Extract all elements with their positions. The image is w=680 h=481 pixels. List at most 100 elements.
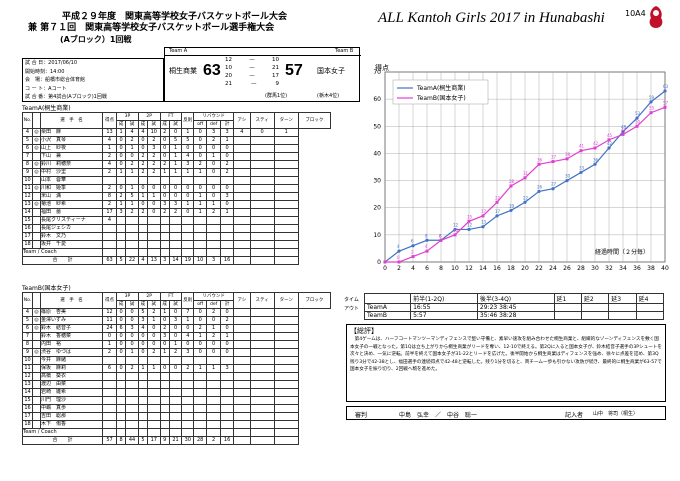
teamA-title: TeamA(桐生商業) [22,105,71,112]
x-tick-label: 26 [563,265,571,272]
data-label: 47 [621,127,627,132]
point-teamB [565,157,569,161]
y-tick-label: 0 [377,259,381,266]
point-teamB [551,160,555,164]
data-label: 41 [579,144,585,149]
point-teamA [481,225,485,229]
player-row: 4 ◎ 篠原 杏美 12 0 0 5 2 1 0 7 0 2 0 [22,308,331,317]
legend-entry: TeamA(桐生商業) [416,84,466,92]
data-label: 57 [663,100,669,105]
summary-box: 【総評】 第4ゲームは、ハーフコートマンツーマンディフェンスで堅い守備と、素早い… [346,324,666,402]
player-row: 13 ◎ 菊池 紗希 2 1 1 0 0 3 3 1 1 1 0 [22,200,331,209]
summary-title: 【総評】 [350,327,378,335]
logo [645,4,667,30]
data-label: 4 [425,244,428,249]
title-en: ALL Kantoh Girls 2017 in Hunabashi [378,10,605,26]
point-teamA [453,227,457,232]
info-game: 試 合 番：第4試合(Aブロック)1回戦 [25,94,107,100]
legend-entry: TeamB(国本女子) [416,94,466,102]
point-teamB [523,176,527,180]
data-label: 13 [481,220,487,225]
point-teamA [649,100,653,104]
header-line1: 平成２９年度 関東高等学校女子バスケットボール大会 [62,12,288,22]
x-tick-label: 12 [465,265,473,272]
x-tick-label: 20 [521,265,529,272]
teamA-stats-table: No. 選 手 名得点 3P 2P FT 反則 リバウンド アシ スティ ターン ブロック成試成試成… [22,112,332,265]
player-row: 18 木下 侑香 [22,420,331,429]
point-teamA [579,170,583,175]
teamA-seed: (群馬1位) [265,93,288,99]
point-teamA [621,130,625,134]
teamA-label: Team A [169,48,188,54]
judge-names: 中島 弘幸 ／ 中谷 聡一 [399,412,478,419]
x-tick-label: 40 [661,265,669,272]
x-tick-label: 8 [439,265,443,272]
data-label: 42 [607,141,613,146]
y-tick-label: 30 [373,178,381,185]
data-label: 28 [509,179,515,184]
point-teamA [537,189,541,194]
teamB-score: 57 [285,62,303,79]
header-line2: 兼 第７１回 関東高等学校女子バスケットボール選手権大会 [28,23,275,33]
point-teamB [635,124,639,128]
player-row: 12 高橋 葵衣 [22,372,331,381]
x-tick-label: 18 [507,265,515,272]
totals-row: 合 計 57 8 44 5 17 9 21 30 28 2 16 [22,436,331,445]
data-label: 33 [579,165,585,170]
coach-row: Team / Coach [22,248,331,257]
player-row: 11 ◎ 川和 姫季 2 0 1 0 0 0 0 0 0 0 0 [22,184,331,193]
timeout-label-1: タイム [344,297,359,303]
data-label: 15 [467,214,473,219]
point-teamB [481,214,485,218]
data-label: 8 [425,233,428,238]
data-label: 38 [565,152,571,157]
point-teamB [383,260,387,264]
x-tick-label: 14 [479,265,487,272]
data-label: 19 [509,203,515,208]
data-label: 6 [411,239,414,244]
point-teamA [551,187,555,191]
x-tick-label: 32 [605,265,613,272]
x-tick-label: 6 [425,265,429,272]
player-row: 7 鈴木 香穂菜 0 0 0 0 0 3 0 4 1 2 1 [22,332,331,341]
y-axis-label: 得点 [375,63,389,72]
data-label: 26 [537,184,543,189]
player-row: 13 渡辺 由菜 [22,380,331,389]
point-teamA [495,214,499,218]
teamA-score: 63 [203,62,221,79]
player-row: 5 ◎ 小沢 真琴 4 0 2 0 2 0 5 5 0 2 1 [22,136,331,145]
data-label: 22 [495,195,501,200]
player-row: 14 福田 蕾 17 3 2 2 0 2 2 0 1 2 1 [22,208,331,217]
player-row: 10 山本 蓉華 [22,176,331,185]
score-progression-chart: 0 2 4 6 8 10 12 14 16 18 20 22 24 26 28 30 32 34 36 38 40010… [373,63,669,272]
writer-name: 山中 将司（桐生） [593,411,639,417]
data-label: 4 [397,244,400,249]
point-teamB [425,249,429,253]
data-label: 22 [523,195,529,200]
info-court: コ ー ト：Aコート [25,85,67,92]
data-label: 53 [635,111,641,116]
judge-label: 審判 [355,412,368,419]
signature-row: 審判 中島 弘幸 ／ 中谷 聡一 記入者 山中 将司（桐生） [346,406,666,420]
x-tick-label: 2 [397,265,401,272]
point-teamB [509,184,513,188]
writer-label: 記入者 [565,412,584,419]
point-teamB [411,255,415,259]
y-tick-label: 50 [373,123,381,130]
data-label: 27 [551,182,557,187]
point-teamB [579,149,583,153]
data-label: 36 [593,157,599,162]
info-venue: 会 場：船橋市総合体育館 [25,77,86,83]
info-date: 試 合 日：2017/06/10 [25,60,77,66]
point-teamA [523,200,527,204]
point-teamA [425,238,429,242]
game-info-box: 試 合 日：2017/06/10 開始時刻：14:00 会 場：船橋市総合体育館… [22,58,164,102]
player-row: 17 吉田 聡那 [22,412,331,421]
data-label: 63 [663,84,669,89]
legend-box [392,79,489,105]
x-tick-label: 34 [619,265,627,272]
point-teamA [593,162,597,166]
player-row: 15 川門 理沙 [22,396,331,405]
y-tick-label: 60 [373,96,381,103]
